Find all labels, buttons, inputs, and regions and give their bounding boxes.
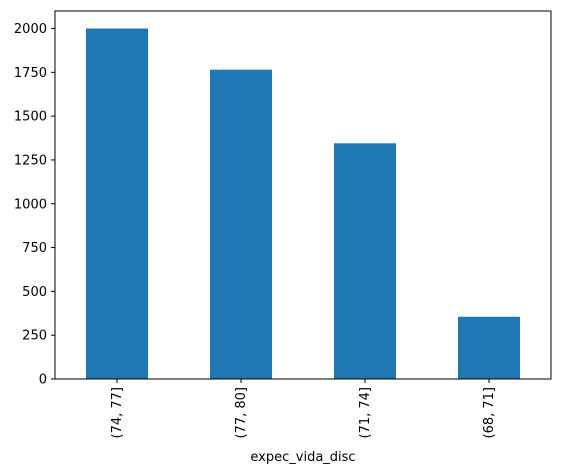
y-tick-label-2: 500 bbox=[22, 285, 47, 300]
x-tick-label-1: (77, 80] bbox=[234, 387, 249, 439]
y-tick-label-3: 750 bbox=[22, 241, 47, 256]
x-axis: (74, 77] (77, 80] (71, 74] (68, 71] bbox=[110, 379, 497, 439]
bars-group bbox=[86, 28, 520, 380]
x-axis-label: expec_vida_disc bbox=[250, 450, 355, 465]
y-tick-label-5: 1250 bbox=[14, 153, 47, 168]
plot-frame bbox=[54, 10, 552, 380]
bar-3 bbox=[458, 316, 520, 379]
bar-0 bbox=[86, 28, 148, 380]
x-tick-label-0: (74, 77] bbox=[110, 387, 125, 439]
y-tick-label-6: 1500 bbox=[14, 110, 47, 125]
y-tick-label-7: 1750 bbox=[14, 66, 47, 81]
y-tick-label-4: 1000 bbox=[14, 197, 47, 212]
bar-2 bbox=[334, 143, 396, 379]
y-tick-label-0: 0 bbox=[39, 373, 47, 388]
x-tick-label-3: (68, 71] bbox=[482, 387, 497, 439]
y-tick-label-8: 2000 bbox=[14, 22, 47, 37]
bar-1 bbox=[210, 69, 272, 379]
y-axis: 0 250 500 750 1000 1250 1500 1750 2000 bbox=[14, 22, 55, 388]
y-tick-label-1: 250 bbox=[22, 329, 47, 344]
x-tick-label-2: (71, 74] bbox=[358, 387, 373, 439]
